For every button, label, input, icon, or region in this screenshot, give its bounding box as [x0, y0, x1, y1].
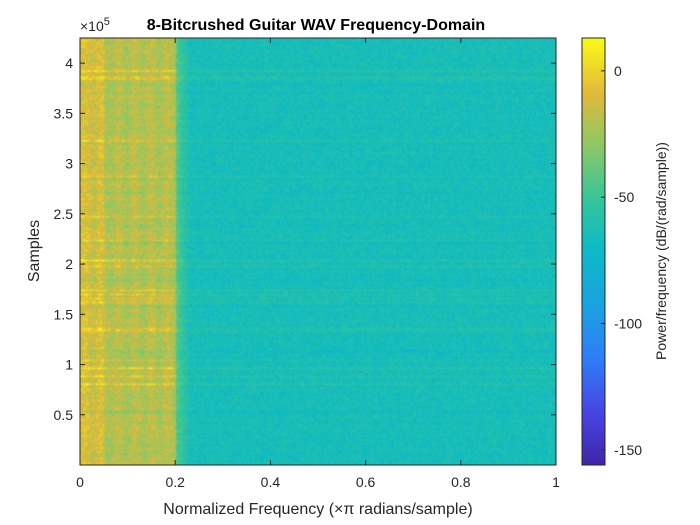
y-tick-label: 3 — [65, 156, 73, 172]
x-axis: 0 0.2 0.4 0.6 0.8 1 — [76, 38, 560, 490]
y-tick-label: 0.5 — [54, 407, 74, 423]
plot-area — [79, 37, 557, 466]
colorbar-label: Power/frequency (dB/(rad/sample)) — [653, 142, 669, 360]
x-tick-label: 1 — [552, 474, 560, 490]
plot-frame — [79, 37, 557, 466]
x-tick-label: 0 — [76, 474, 84, 490]
colorbar-tick-label: -150 — [614, 442, 642, 458]
x-tick-label: 0.2 — [165, 474, 185, 490]
y-tick-label: 1.5 — [54, 306, 74, 322]
y-exponent-base: ×10 — [80, 18, 104, 34]
y-axis-label: Samples — [26, 220, 43, 282]
x-tick-label: 0.8 — [451, 474, 471, 490]
colorbar-frame — [581, 37, 606, 466]
y-tick-label: 2 — [65, 256, 73, 272]
colorbar-tick-label: -100 — [614, 316, 642, 332]
colorbar-gradient — [582, 38, 605, 465]
x-axis-label: Normalized Frequency (×π radians/sample) — [163, 501, 472, 518]
colorbar-tick-label: 0 — [614, 63, 622, 79]
y-exponent-label: ×105 — [80, 16, 110, 34]
colorbar-ticks: 0 -50 -100 -150 — [601, 63, 642, 458]
x-tick-label: 0.4 — [261, 474, 281, 490]
heatmap-image — [80, 38, 556, 465]
chart-title: 8-Bitcrushed Guitar WAV Frequency-Domain — [147, 17, 485, 34]
y-tick-label: 3.5 — [54, 105, 74, 121]
y-tick-label: 1 — [65, 357, 73, 373]
colorbar-tick-label: -50 — [614, 189, 634, 205]
y-exponent-power: 5 — [104, 16, 110, 28]
colorbar: 0 -50 -100 -150 Power/frequency (dB/(rad/sa… — [581, 37, 669, 466]
y-tick-label: 2.5 — [54, 206, 74, 222]
y-tick-label: 4 — [65, 55, 73, 71]
y-axis: 0.5 1 1.5 2 2.5 3 3.5 4 — [54, 55, 556, 423]
x-tick-label: 0.6 — [356, 474, 376, 490]
